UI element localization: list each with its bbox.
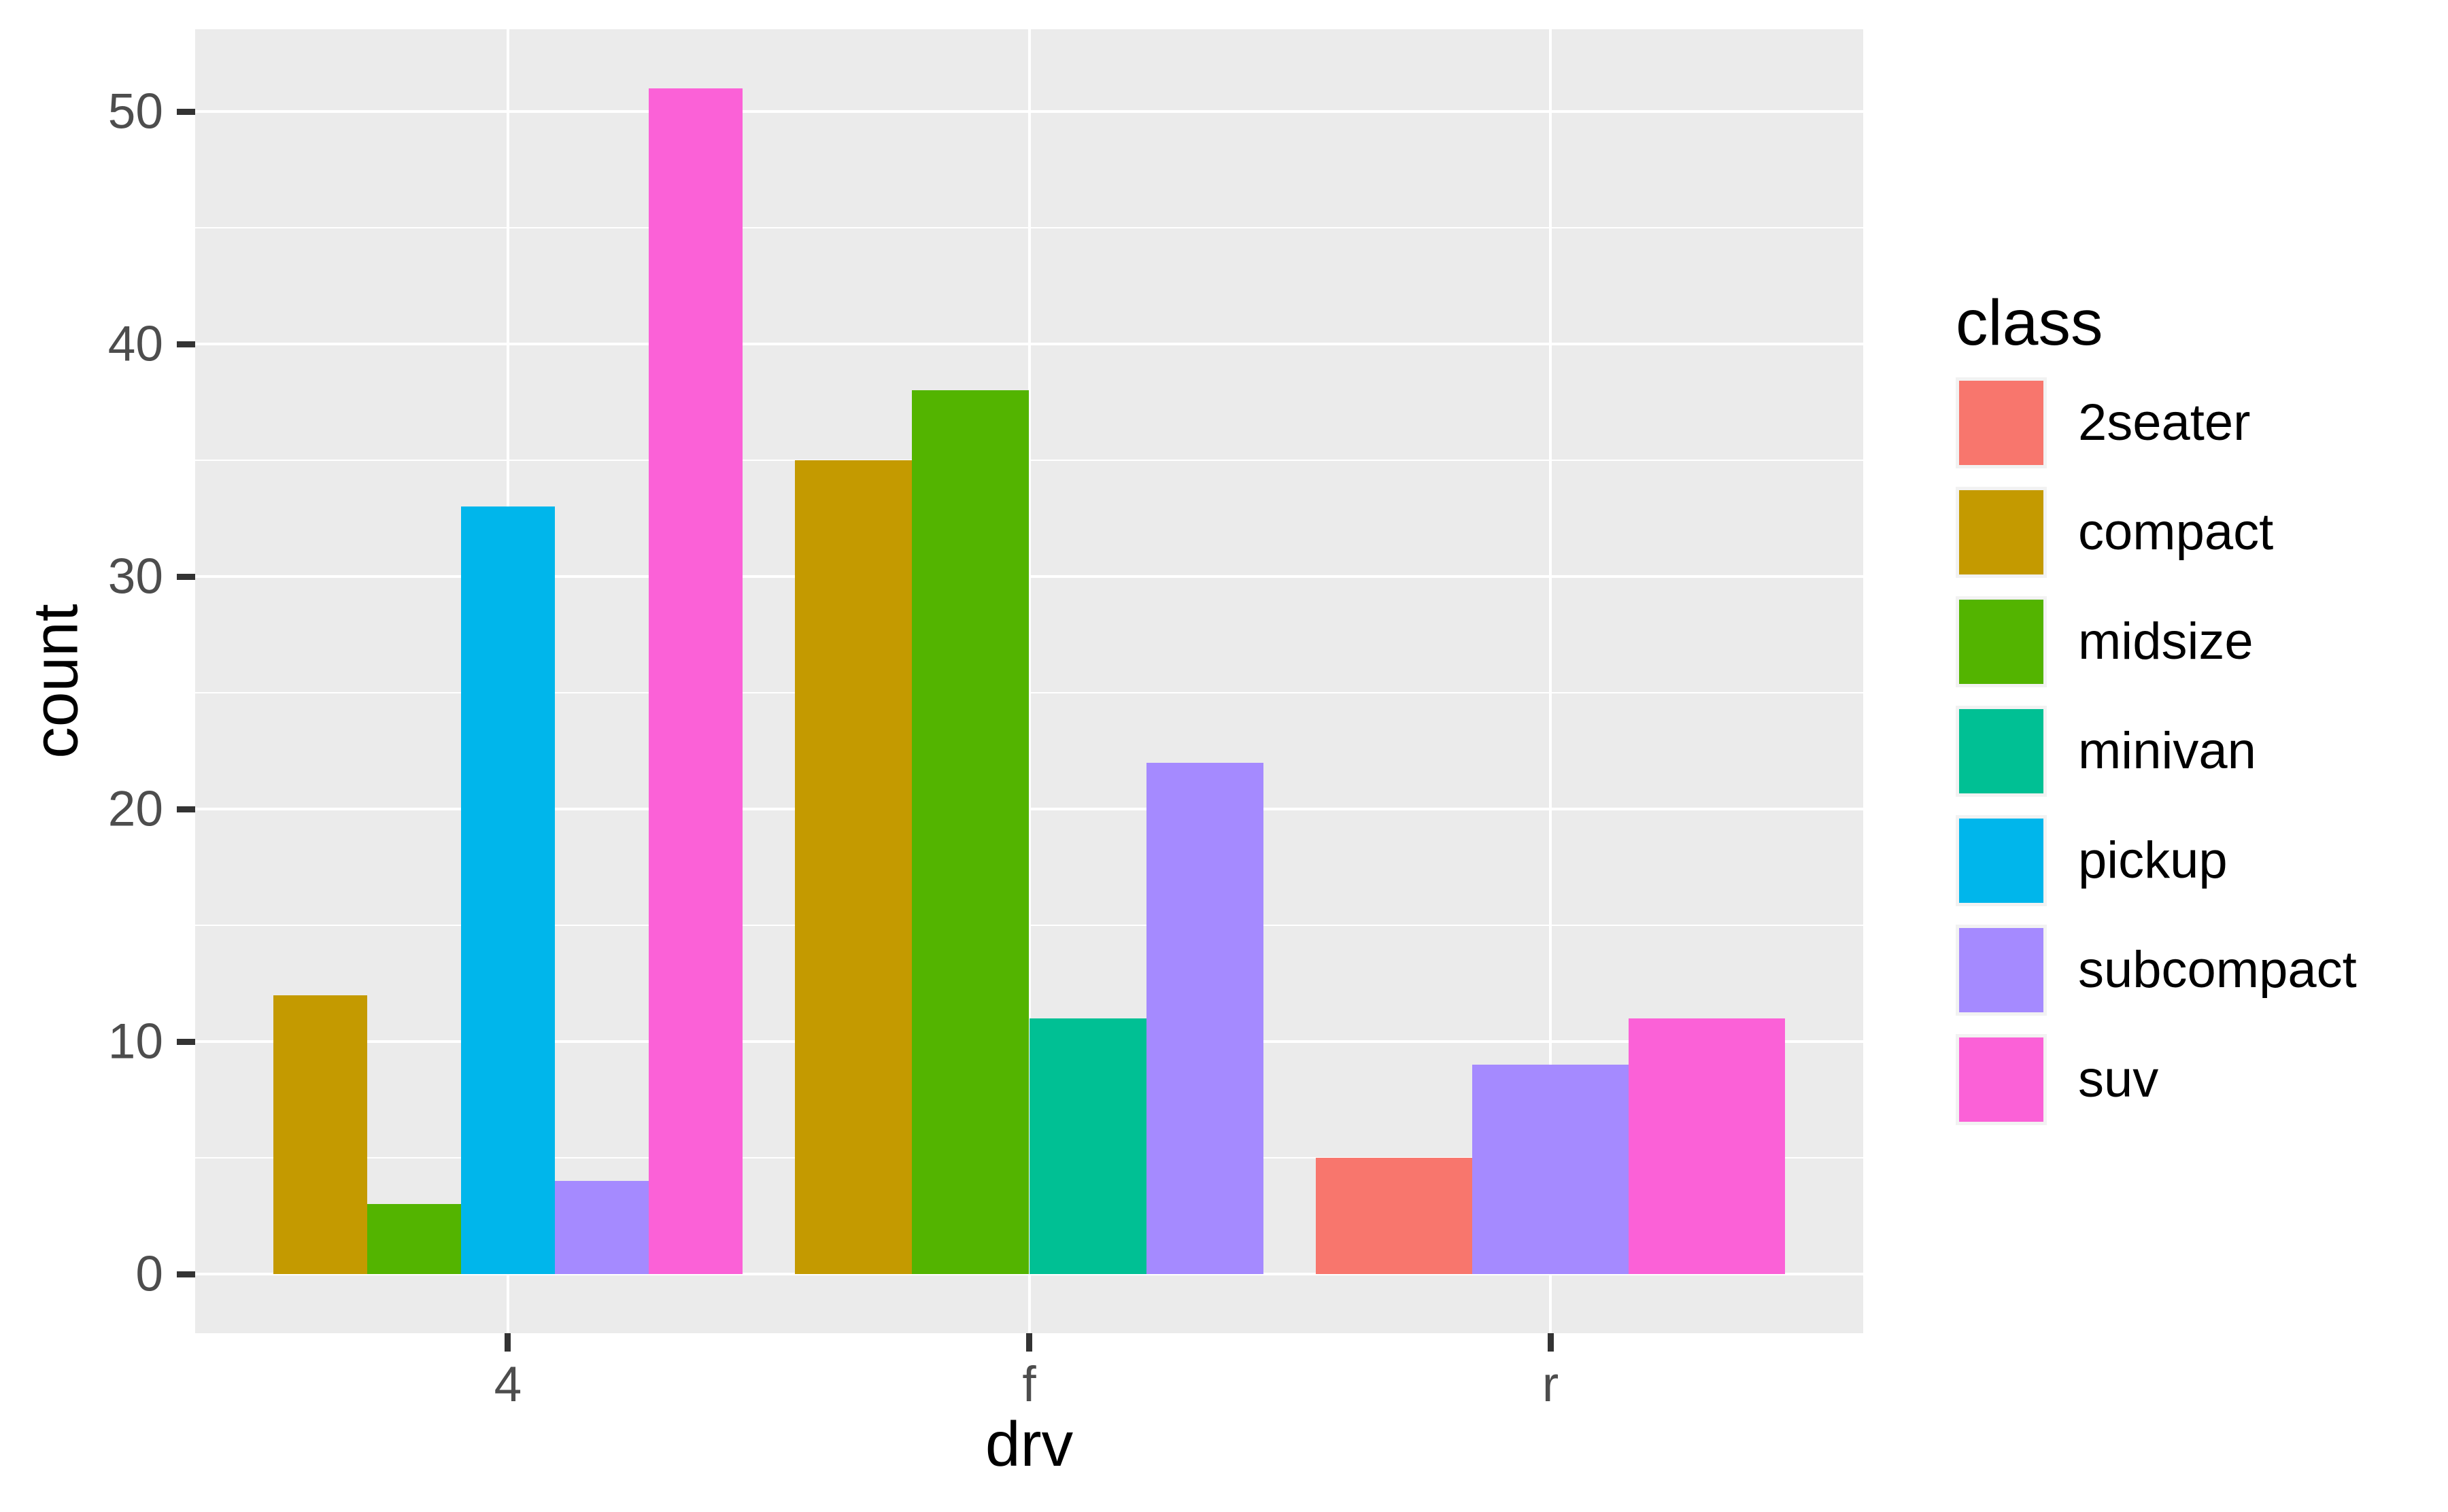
bar-f-subcompact <box>1146 762 1264 1274</box>
bar-f-midsize <box>912 390 1030 1274</box>
bar-r-2seater <box>1316 1158 1473 1274</box>
legend-key-midsize <box>1956 596 2047 687</box>
legend-label-midsize: midsize <box>2078 613 2254 670</box>
legend-swatch-subcompact <box>1959 928 2043 1012</box>
x-axis-title: drv <box>985 1409 1074 1479</box>
legend-key-compact <box>1956 487 2047 578</box>
bar-r-suv <box>1629 1018 1786 1274</box>
legend-swatch-suv <box>1959 1037 2043 1122</box>
bar-4-pickup <box>460 506 555 1274</box>
gridline-major-x-r <box>1549 29 1552 1333</box>
y-tick-mark-30 <box>177 573 195 580</box>
bar-f-compact <box>794 460 913 1274</box>
legend-label-subcompact: subcompact <box>2078 941 2357 999</box>
x-tick-mark-f <box>1026 1333 1032 1352</box>
legend-key-2seater <box>1956 377 2047 468</box>
legend-label-minivan: minivan <box>2078 722 2256 780</box>
bar-4-subcompact <box>554 1181 649 1274</box>
y-tick-label-20: 20 <box>107 781 163 837</box>
y-tick-label-50: 50 <box>107 84 163 139</box>
legend-swatch-2seater <box>1959 381 2043 465</box>
plot-panel <box>195 29 1863 1333</box>
bar-4-suv <box>648 88 743 1274</box>
legend-label-compact: compact <box>2078 503 2274 561</box>
legend-swatch-pickup <box>1959 819 2043 903</box>
legend-key-pickup <box>1956 815 2047 906</box>
legend-swatch-midsize <box>1959 600 2043 684</box>
legend-label-suv: suv <box>2078 1050 2159 1108</box>
y-tick-label-0: 0 <box>135 1246 163 1302</box>
y-axis-title: count <box>20 604 91 759</box>
x-tick-label-f: f <box>1022 1357 1036 1412</box>
bar-r-subcompact <box>1472 1065 1629 1274</box>
bar-4-midsize <box>367 1204 461 1274</box>
x-tick-mark-r <box>1547 1333 1554 1352</box>
legend-swatch-compact <box>1959 490 2043 574</box>
y-tick-mark-0 <box>177 1271 195 1277</box>
legend-swatch-minivan <box>1959 709 2043 793</box>
legend-title: class <box>1956 287 2103 359</box>
legend-key-minivan <box>1956 706 2047 797</box>
x-tick-label-4: 4 <box>494 1357 522 1412</box>
y-tick-mark-40 <box>177 341 195 347</box>
gridline-major-x-f <box>1027 29 1031 1333</box>
y-tick-mark-10 <box>177 1038 195 1045</box>
legend-key-suv <box>1956 1034 2047 1125</box>
legend-label-pickup: pickup <box>2078 831 2228 889</box>
x-tick-label-r: r <box>1542 1357 1559 1412</box>
bar-f-minivan <box>1029 1018 1146 1274</box>
y-tick-label-30: 30 <box>107 549 163 604</box>
bar-4-compact <box>273 995 367 1274</box>
legend-label-2seater: 2seater <box>2078 394 2251 451</box>
y-tick-label-40: 40 <box>107 316 163 372</box>
y-tick-label-10: 10 <box>107 1014 163 1069</box>
y-tick-mark-50 <box>177 108 195 115</box>
legend-key-subcompact <box>1956 925 2047 1016</box>
x-tick-mark-4 <box>505 1333 511 1352</box>
y-tick-mark-20 <box>177 806 195 812</box>
